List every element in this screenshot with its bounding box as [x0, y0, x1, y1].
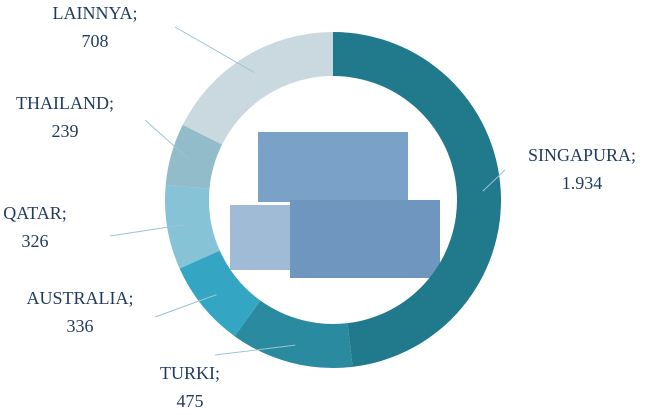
- value-label: 708: [82, 31, 109, 51]
- category-label: TURKI;: [160, 363, 220, 383]
- value-label: 1.934: [562, 173, 603, 193]
- container-top: [258, 132, 408, 202]
- value-label: 239: [52, 121, 79, 141]
- category-label: QATAR;: [3, 203, 67, 223]
- donut-segment: [183, 32, 333, 145]
- chart: SINGAPURA; 1.934 TURKI; 475 AUSTRALIA; 336 QAT…: [0, 0, 672, 415]
- value-label: 475: [177, 391, 204, 411]
- category-label: AUSTRALIA;: [27, 288, 134, 308]
- container-illustration: [230, 132, 440, 278]
- category-label: SINGAPURA;: [528, 145, 636, 165]
- category-label: LAINNYA;: [53, 3, 138, 23]
- leader-line: [175, 27, 254, 72]
- value-label: 336: [67, 316, 94, 336]
- container-left: [230, 205, 300, 270]
- category-label: THAILAND;: [16, 93, 114, 113]
- container-right: [290, 200, 440, 278]
- value-label: 326: [22, 231, 49, 251]
